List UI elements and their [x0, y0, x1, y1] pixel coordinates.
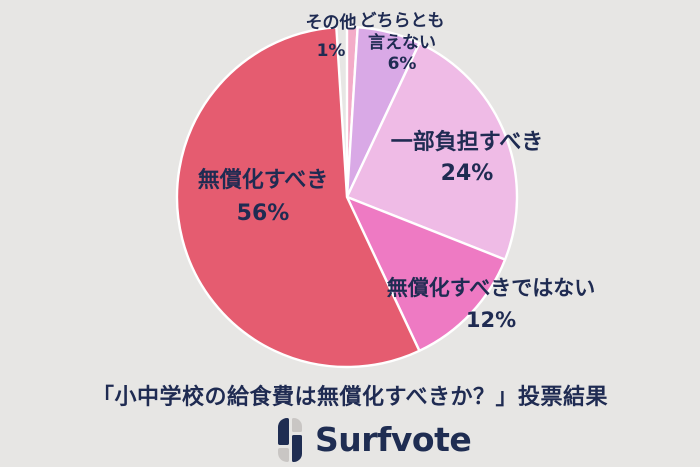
surfvote-logo: Surfvote: [278, 417, 472, 462]
pie-slice: [175, 26, 421, 369]
logo-quadrant: [278, 447, 289, 462]
surfvote-wordmark: Surfvote: [315, 419, 472, 459]
logo-quadrant: [291, 417, 302, 432]
chart-title: 「小中学校の給食費は無償化すべきか？」投票結果: [92, 385, 608, 410]
surfvote-quadrant-pill-icon: [278, 417, 302, 462]
logo-right-column: [291, 417, 302, 462]
logo-quadrant: [278, 417, 289, 445]
pie-slice: [345, 41, 519, 261]
logo-quadrant: [291, 434, 302, 462]
pie-slice: [345, 195, 507, 353]
logo-left-column: [278, 417, 289, 462]
